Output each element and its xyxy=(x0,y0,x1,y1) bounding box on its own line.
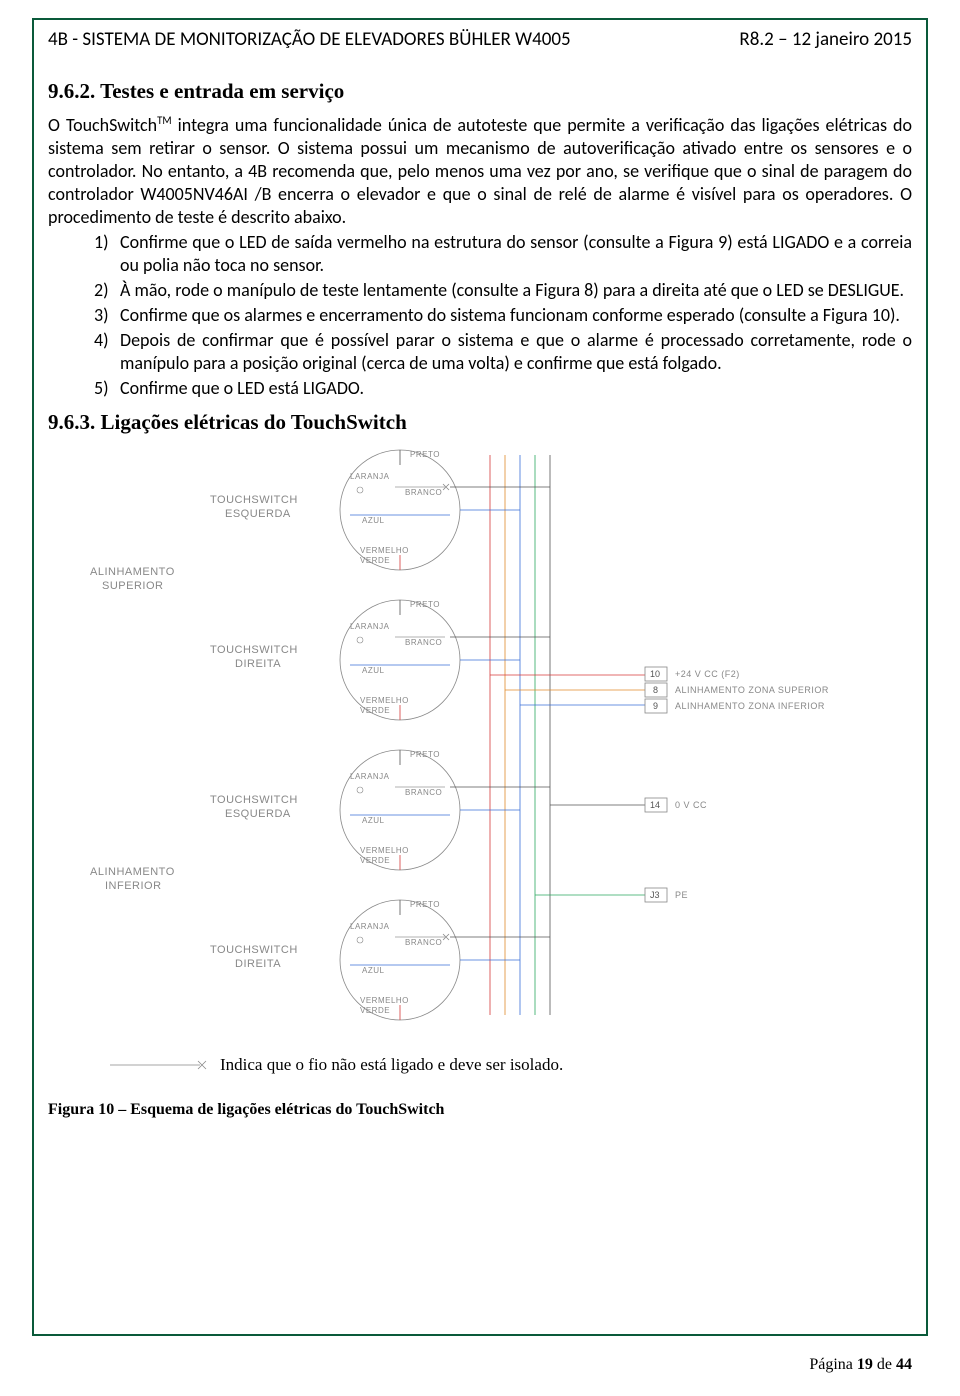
svg-text:AZUL: AZUL xyxy=(362,966,385,975)
p1sup: TM xyxy=(157,114,172,127)
page-of: de xyxy=(873,1356,896,1373)
page-prefix: Página xyxy=(809,1356,857,1373)
svg-text:VERMELHO: VERMELHO xyxy=(360,996,409,1005)
svg-text:TOUCHSWITCH: TOUCHSWITCH xyxy=(210,644,298,656)
svg-text:BRANCO: BRANCO xyxy=(405,638,442,647)
svg-text:BRANCO: BRANCO xyxy=(405,488,442,497)
svg-text:VERMELHO: VERMELHO xyxy=(360,846,409,855)
sensor-4: TOUCHSWITCH DIREITA PRETO LARANJA BRANCO… xyxy=(210,900,460,1020)
svg-text:TOUCHSWITCH: TOUCHSWITCH xyxy=(210,494,298,506)
svg-text:VERDE: VERDE xyxy=(360,556,390,565)
header-right: R8.2 – 12 janeiro 2015 xyxy=(739,28,912,51)
svg-text:9: 9 xyxy=(653,701,658,711)
svg-text:LARANJA: LARANJA xyxy=(350,772,390,781)
list-text: À mão, rode o manípulo de teste lentamen… xyxy=(120,279,904,301)
group-label-superior2: SUPERIOR xyxy=(102,580,163,592)
page-current: 19 xyxy=(857,1356,873,1373)
list-item: 5)Confirme que o LED está LIGADO. xyxy=(94,377,912,400)
svg-text:J3: J3 xyxy=(650,890,660,900)
svg-text:AZUL: AZUL xyxy=(362,816,385,825)
list-item: 3)Confirme que os alarmes e encerramento… xyxy=(94,304,912,327)
list-item: 2)À mão, rode o manípulo de teste lentam… xyxy=(94,279,912,302)
svg-text:AZUL: AZUL xyxy=(362,666,385,675)
page-header: 4B - SISTEMA DE MONITORIZAÇÃO DE ELEVADO… xyxy=(48,28,912,51)
sensor-2: TOUCHSWITCH DIREITA PRETO LARANJA BRANCO… xyxy=(210,600,460,720)
list-text: Depois de confirmar que é possível parar… xyxy=(120,329,912,374)
section-962-paragraph: O TouchSwitchTM integra uma funcionalida… xyxy=(48,114,912,229)
list-item: 1)Confirme que o LED de saída vermelho n… xyxy=(94,231,912,277)
terminal-block: 10 +24 V CC (F2) 8 ALINHAMENTO ZONA SUPERI… xyxy=(645,667,829,902)
svg-text:ALINHAMENTO ZONA INFERIOR: ALINHAMENTO ZONA INFERIOR xyxy=(675,701,825,711)
svg-text:DIREITA: DIREITA xyxy=(235,658,281,670)
svg-text:VERMELHO: VERMELHO xyxy=(360,546,409,555)
svg-text:0 V CC: 0 V CC xyxy=(675,800,707,810)
page-total: 44 xyxy=(896,1356,912,1373)
svg-text:+24 V CC (F2): +24 V CC (F2) xyxy=(675,669,740,679)
svg-text:BRANCO: BRANCO xyxy=(405,938,442,947)
svg-text:VERDE: VERDE xyxy=(360,1006,390,1015)
caption-note-text: Indica que o fio não está ligado e deve … xyxy=(220,1055,563,1074)
caption-marker xyxy=(110,1061,206,1069)
p1a: O TouchSwitch xyxy=(48,114,157,136)
page-content: 4B - SISTEMA DE MONITORIZAÇÃO DE ELEVADO… xyxy=(48,28,912,1119)
page-number: Página 19 de 44 xyxy=(809,1356,912,1374)
section-963-heading: 9.6.3. Ligações elétricas do TouchSwitch xyxy=(48,410,912,435)
header-left: 4B - SISTEMA DE MONITORIZAÇÃO DE ELEVADO… xyxy=(48,28,571,51)
svg-text:VERDE: VERDE xyxy=(360,706,390,715)
svg-text:LARANJA: LARANJA xyxy=(350,922,390,931)
svg-text:PE: PE xyxy=(675,890,688,900)
list-item: 4)Depois de confirmar que é possível par… xyxy=(94,329,912,375)
wiring-svg: ALINHAMENTO SUPERIOR ALINHAMENTO INFERIO… xyxy=(48,445,912,1095)
svg-text:PRETO: PRETO xyxy=(410,750,440,759)
list-text: Confirme que o LED de saída vermelho na … xyxy=(120,231,912,276)
svg-text:PRETO: PRETO xyxy=(410,900,440,909)
sensor-1: TOUCHSWITCH ESQUERDA PRETO LARANJA BRANC… xyxy=(210,450,460,570)
figure-label: Figura 10 – Esquema de ligações elétrica… xyxy=(48,1101,912,1119)
svg-text:AZUL: AZUL xyxy=(362,516,385,525)
section-962-heading: 9.6.2. Testes e entrada em serviço xyxy=(48,79,912,104)
sensor-3: TOUCHSWITCH ESQUERDA PRETO LARANJA BRANC… xyxy=(210,750,460,870)
wiring-diagram: ALINHAMENTO SUPERIOR ALINHAMENTO INFERIO… xyxy=(48,445,912,1095)
group-label-inferior2: INFERIOR xyxy=(105,880,162,892)
svg-text:PRETO: PRETO xyxy=(410,600,440,609)
list-text: Confirme que o LED está LIGADO. xyxy=(120,377,364,399)
group-label-inferior: ALINHAMENTO xyxy=(90,866,175,878)
svg-text:BRANCO: BRANCO xyxy=(405,788,442,797)
svg-text:TOUCHSWITCH: TOUCHSWITCH xyxy=(210,944,298,956)
p1b: integra uma funcionalidade única de auto… xyxy=(48,114,912,228)
svg-text:8: 8 xyxy=(653,685,658,695)
group-label-superior: ALINHAMENTO xyxy=(90,566,175,578)
svg-text:TOUCHSWITCH: TOUCHSWITCH xyxy=(210,794,298,806)
svg-text:LARANJA: LARANJA xyxy=(350,622,390,631)
svg-text:LARANJA: LARANJA xyxy=(350,472,390,481)
svg-text:PRETO: PRETO xyxy=(410,450,440,459)
svg-text:10: 10 xyxy=(650,669,660,679)
svg-text:ALINHAMENTO ZONA SUPERIOR: ALINHAMENTO ZONA SUPERIOR xyxy=(675,685,829,695)
list-text: Confirme que os alarmes e encerramento d… xyxy=(120,304,900,326)
svg-text:ESQUERDA: ESQUERDA xyxy=(225,508,291,520)
svg-text:14: 14 xyxy=(650,800,660,810)
svg-text:DIREITA: DIREITA xyxy=(235,958,281,970)
svg-text:VERMELHO: VERMELHO xyxy=(360,696,409,705)
svg-text:VERDE: VERDE xyxy=(360,856,390,865)
svg-text:ESQUERDA: ESQUERDA xyxy=(225,808,291,820)
procedure-list: 1)Confirme que o LED de saída vermelho n… xyxy=(48,231,912,400)
